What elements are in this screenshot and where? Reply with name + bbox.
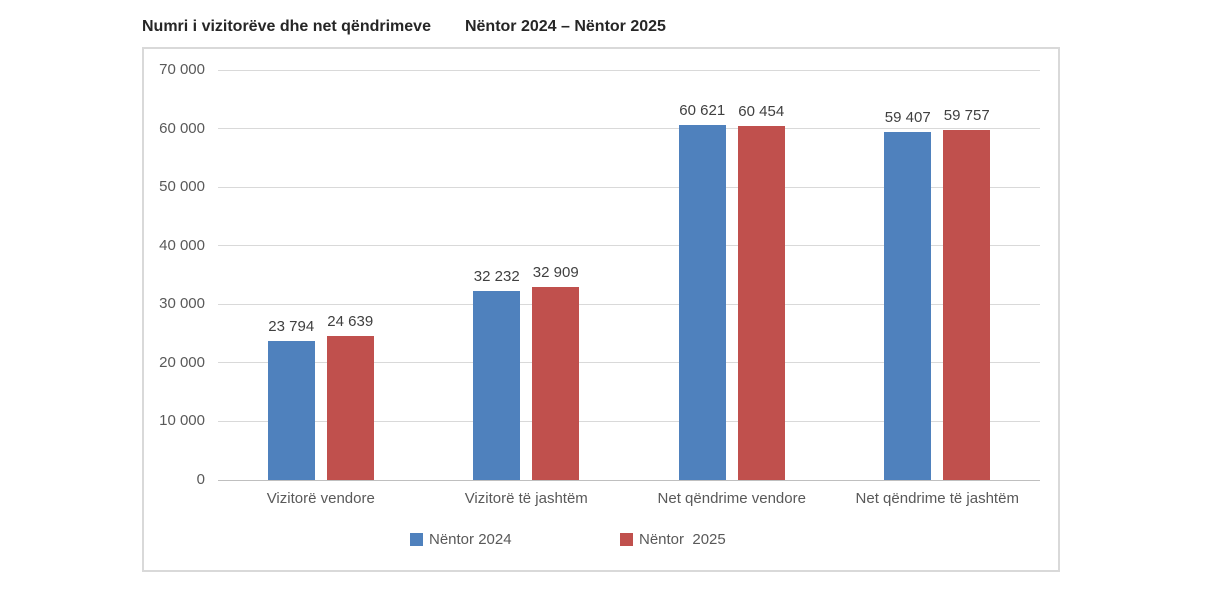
legend-label-nentor-2025: Nëntor 2025 — [639, 530, 726, 548]
gridline — [218, 128, 1040, 130]
data-label-nentor-2025-net-qendrime-vendore: 60 454 — [738, 102, 785, 120]
data-label-nentor-2025-vizitore-vendore: 24 639 — [327, 312, 374, 330]
chart-area: 23 794 32 232 60 621 59 407 24 639 32 909 60 4… — [142, 47, 1060, 572]
bar-nentor-2024-vizitore-vendore — [267, 340, 315, 480]
bar-nentor-2025-vizitore-vendore — [326, 335, 374, 480]
x-axis-label-vizitore-vendore: Vizitorë vendore — [266, 490, 375, 507]
bar-nentor-2025-net-qendrime-te-jashtem — [943, 130, 991, 480]
legend-label-nentor-2024: Nëntor 2024 — [429, 530, 512, 548]
legend-swatch-nentor-2024 — [410, 532, 423, 546]
gridline — [218, 69, 1040, 71]
gridline — [218, 303, 1040, 305]
y-axis-tick-label: 20 000 — [159, 353, 205, 371]
gridline — [218, 186, 1040, 188]
data-label-nentor-2024-vizitore-te-jashtem: 32 232 — [473, 268, 520, 286]
x-axis-line — [218, 479, 1040, 481]
x-axis-label-net-qendrime-te-jashtem: Net qëndrime të jashtëm — [855, 490, 1019, 507]
bar-nentor-2024-net-qendrime-vendore — [678, 124, 726, 480]
data-label-nentor-2024-vizitore-vendore: 23 794 — [268, 317, 315, 335]
chart-title: Numri i vizitorëve dhe net qëndrimeve Nën… — [142, 18, 666, 36]
y-axis-tick-label: 30 000 — [159, 295, 205, 313]
y-axis-tick-label: 40 000 — [159, 236, 205, 254]
legend-item-nentor-2025: Nëntor 2025 — [620, 530, 726, 548]
data-label-nentor-2025-vizitore-te-jashtem: 32 909 — [532, 264, 579, 282]
y-axis-tick-label: 10 000 — [159, 412, 205, 430]
y-axis-tick-label: 50 000 — [159, 178, 205, 196]
bar-nentor-2024-vizitore-te-jashtem — [473, 291, 521, 480]
bar-nentor-2025-net-qendrime-vendore — [737, 125, 785, 480]
bar-nentor-2025-vizitore-te-jashtem — [532, 287, 580, 480]
y-axis-tick-label: 0 — [196, 471, 205, 488]
data-label-nentor-2024-net-qendrime-vendore: 60 621 — [679, 101, 726, 119]
gridline — [218, 362, 1040, 364]
x-axis-label-vizitore-te-jashtem: Vizitorë të jashtëm — [464, 490, 588, 507]
y-axis-tick-label: 70 000 — [159, 61, 205, 78]
y-axis-tick-label: 60 000 — [159, 119, 205, 137]
data-label-nentor-2025-net-qendrime-te-jashtem: 59 757 — [943, 107, 990, 124]
gridline — [218, 245, 1040, 247]
plot-area: 23 794 32 232 60 621 59 407 24 639 32 909 60 4… — [218, 69, 1040, 481]
bar-nentor-2024-net-qendrime-te-jashtem — [884, 132, 932, 480]
x-axis-label-net-qendrime-vendore: Net qëndrime vendore — [657, 490, 806, 507]
data-label-nentor-2024-net-qendrime-te-jashtem: 59 407 — [884, 109, 931, 127]
chart-title-period: Nëntor 2024 – Nëntor 2025 — [464, 18, 666, 35]
legend-item-nentor-2024: Nëntor 2024 — [410, 530, 512, 548]
chart-title-main: Numri i vizitorëve dhe net qëndrimeve — [142, 18, 431, 35]
legend-swatch-nentor-2025 — [620, 532, 633, 546]
gridline — [218, 420, 1040, 422]
